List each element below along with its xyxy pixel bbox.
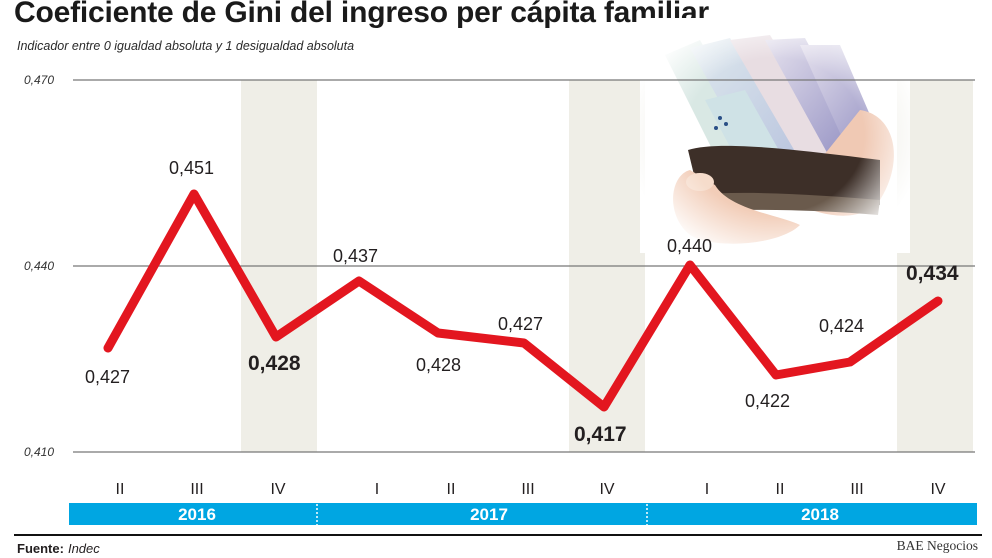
value-label-2018-iv: 0,434 xyxy=(906,262,959,285)
quarter-label-2017-i: I xyxy=(375,481,379,498)
source-value: Indec xyxy=(67,541,100,556)
quarter-label-2016-iv: IV xyxy=(270,481,285,498)
quarter-label-2017-iii: III xyxy=(521,481,534,498)
ytick-0440: 0,440 xyxy=(24,259,54,273)
value-label-2016-ii: 0,427 xyxy=(85,367,130,387)
ytick-0410: 0,410 xyxy=(24,445,54,459)
value-label-2017-iii: 0,427 xyxy=(498,314,543,334)
quarter-label-2017-ii: II xyxy=(447,481,456,498)
wallet-money-photo xyxy=(640,18,910,253)
chart-subtitle: Indicador entre 0 igualdad absoluta y 1 … xyxy=(17,39,355,53)
value-label-2018-iii: 0,424 xyxy=(819,316,864,336)
quarter-label-2016-iii: III xyxy=(190,481,203,498)
value-label-2017-ii: 0,428 xyxy=(416,355,461,375)
value-label-2017-i: 0,437 xyxy=(333,246,378,266)
value-label-2016-iii: 0,451 xyxy=(169,158,214,178)
source-label: Fuente: xyxy=(17,541,64,556)
value-label-2017-iv: 0,417 xyxy=(574,423,627,446)
quarter-label-2018-i: I xyxy=(705,481,709,498)
year-bar xyxy=(69,503,977,525)
year-label-2018: 2018 xyxy=(801,505,839,524)
ytick-0470: 0,470 xyxy=(24,73,54,87)
value-label-2018-i: 0,440 xyxy=(667,236,712,256)
value-label-2016-iv: 0,428 xyxy=(248,352,301,375)
quarter-label-2017-iv: IV xyxy=(599,481,614,498)
source-note: Fuente: Indec xyxy=(17,541,100,556)
quarter-label-2018-ii: II xyxy=(776,481,785,498)
quarter-label-2016-ii: II xyxy=(116,481,125,498)
gini-line xyxy=(103,189,943,412)
year-label-2016: 2016 xyxy=(178,505,216,524)
chart-title: Coeficiente de Gini del ingreso per cápi… xyxy=(14,0,709,29)
year-label-2017: 2017 xyxy=(470,505,508,524)
value-label-2018-ii: 0,422 xyxy=(745,391,790,411)
publisher-credit: BAE Negocios xyxy=(896,538,978,553)
quarter-label-2018-iii: III xyxy=(850,481,863,498)
quarter-label-2018-iv: IV xyxy=(930,481,945,498)
